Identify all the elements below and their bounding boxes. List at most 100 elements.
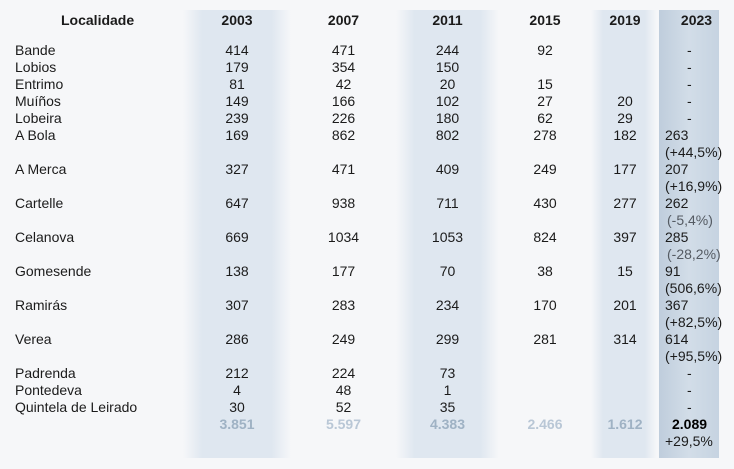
table-row: Pontedeva 4 48 1 - xyxy=(0,382,734,399)
table-row: Muíños 149 166 102 27 20 - xyxy=(0,93,734,110)
value-2019: 201 xyxy=(613,297,637,313)
value-2023-number: 91 xyxy=(665,263,681,279)
value-2003: 647 xyxy=(225,195,249,211)
localidade-name: Cartelle xyxy=(15,195,64,211)
value-2015: 38 xyxy=(537,263,553,279)
table-row: Cartelle 647 938 711 430 277 262 (-5,4%) xyxy=(0,195,734,229)
value-2007: 354 xyxy=(331,59,356,75)
value-2007: 48 xyxy=(335,382,352,398)
value-2015: 278 xyxy=(533,127,557,143)
value-2015 xyxy=(499,399,591,416)
localidade-name: Celanova xyxy=(15,229,75,245)
value-2015: 27 xyxy=(537,93,553,109)
value-2019 xyxy=(591,42,659,59)
localidade-name: Padrenda xyxy=(15,365,76,381)
total-2015: 2.466 xyxy=(527,416,563,432)
column-highlight-2011 xyxy=(396,10,499,458)
spacer-row xyxy=(0,31,734,42)
value-2007: 938 xyxy=(331,195,356,211)
value-2003: 30 xyxy=(229,399,245,415)
table-row: Lobios 179 354 150 - xyxy=(0,59,734,76)
value-2023-change: (-5,4%) xyxy=(667,212,713,228)
value-2023: 91 (506,6%) xyxy=(659,263,734,297)
value-2015 xyxy=(499,382,591,399)
header-2019: 2019 xyxy=(609,12,641,28)
value-2019 xyxy=(591,382,659,399)
value-2015: 824 xyxy=(533,229,557,245)
value-2011: 299 xyxy=(435,331,460,347)
value-2023-change: (-28,2%) xyxy=(667,246,721,262)
total-label xyxy=(0,416,183,450)
value-2023: - xyxy=(659,42,734,59)
table-row: Bande 414 471 244 92 - xyxy=(0,42,734,59)
value-2023-number: - xyxy=(687,365,692,381)
value-2003: 327 xyxy=(225,161,249,177)
value-2023: - xyxy=(659,399,734,416)
value-2023-number: - xyxy=(687,93,692,109)
value-2023-change: (+95,5%) xyxy=(665,348,723,364)
table-row: Verea 286 249 299 281 314 614 (+95,5%) xyxy=(0,331,734,365)
value-2015: 15 xyxy=(537,76,553,92)
total-2003: 3.851 xyxy=(219,416,255,432)
value-2023: - xyxy=(659,382,734,399)
value-2019: 182 xyxy=(613,127,637,143)
value-2011: 802 xyxy=(435,127,460,143)
value-2023: 367 (+82,5%) xyxy=(659,297,734,331)
value-2023: - xyxy=(659,59,734,76)
header-localidade: Localidade xyxy=(61,12,135,28)
value-2023-number: 263 xyxy=(665,127,689,143)
total-2011: 4.383 xyxy=(429,416,466,432)
value-2011: 1053 xyxy=(431,229,464,245)
localidade-name: A Merca xyxy=(15,161,67,177)
value-2003: 307 xyxy=(225,297,249,313)
value-2023: - xyxy=(659,365,734,382)
value-2015: 430 xyxy=(533,195,557,211)
table-row: A Merca 327 471 409 249 177 207 (+16,9%) xyxy=(0,161,734,195)
value-2019 xyxy=(591,76,659,93)
value-2023-number: 614 xyxy=(665,331,689,347)
value-2023: - xyxy=(659,93,734,110)
value-2003: 149 xyxy=(225,93,249,109)
value-2023-number: - xyxy=(687,399,692,415)
value-2019: 15 xyxy=(617,263,633,279)
value-2003: 286 xyxy=(225,331,249,347)
value-2023-number: 262 xyxy=(665,195,689,211)
table-row: Quintela de Leirado 30 52 35 - xyxy=(0,399,734,416)
table-row: A Bola 169 862 802 278 182 263 (+44,5%) xyxy=(0,127,734,161)
value-2015: 170 xyxy=(533,297,557,313)
value-2015: 281 xyxy=(533,331,557,347)
value-2007: 224 xyxy=(331,365,356,381)
value-2019: 20 xyxy=(617,93,633,109)
value-2023-number: - xyxy=(687,59,692,75)
localidade-name: Bande xyxy=(15,42,56,58)
population-table: Localidade 2003 2007 2011 2015 2019 2023… xyxy=(0,9,734,450)
value-2023: - xyxy=(659,76,734,93)
value-2023-change: (+16,9%) xyxy=(665,178,723,194)
value-2023: 263 (+44,5%) xyxy=(659,127,734,161)
value-2003: 179 xyxy=(225,59,249,75)
total-2007: 5.597 xyxy=(325,416,362,432)
value-2011: 244 xyxy=(435,42,460,58)
value-2023-number: - xyxy=(687,382,692,398)
value-2007: 862 xyxy=(331,127,356,143)
localidade-name: Lobeira xyxy=(15,110,62,126)
value-2011: 711 xyxy=(436,195,459,211)
value-2007: 42 xyxy=(335,76,352,92)
value-2003: 4 xyxy=(233,382,241,398)
value-2019 xyxy=(591,59,659,76)
value-2007: 471 xyxy=(331,161,356,177)
value-2019: 277 xyxy=(613,195,637,211)
value-2023: 262 (-5,4%) xyxy=(659,195,734,229)
value-2011: 35 xyxy=(439,399,456,415)
value-2007: 1034 xyxy=(327,229,360,245)
localidade-name: Verea xyxy=(15,331,52,347)
value-2019: 177 xyxy=(613,161,637,177)
header-2023: 2023 xyxy=(680,12,713,28)
value-2015: 249 xyxy=(533,161,557,177)
table-row: Entrimo 81 42 20 15 - xyxy=(0,76,734,93)
value-2019 xyxy=(591,365,659,382)
value-2011: 409 xyxy=(435,161,460,177)
value-2023-change: (+44,5%) xyxy=(665,144,723,160)
value-2007: 52 xyxy=(335,399,352,415)
value-2003: 138 xyxy=(225,263,249,279)
